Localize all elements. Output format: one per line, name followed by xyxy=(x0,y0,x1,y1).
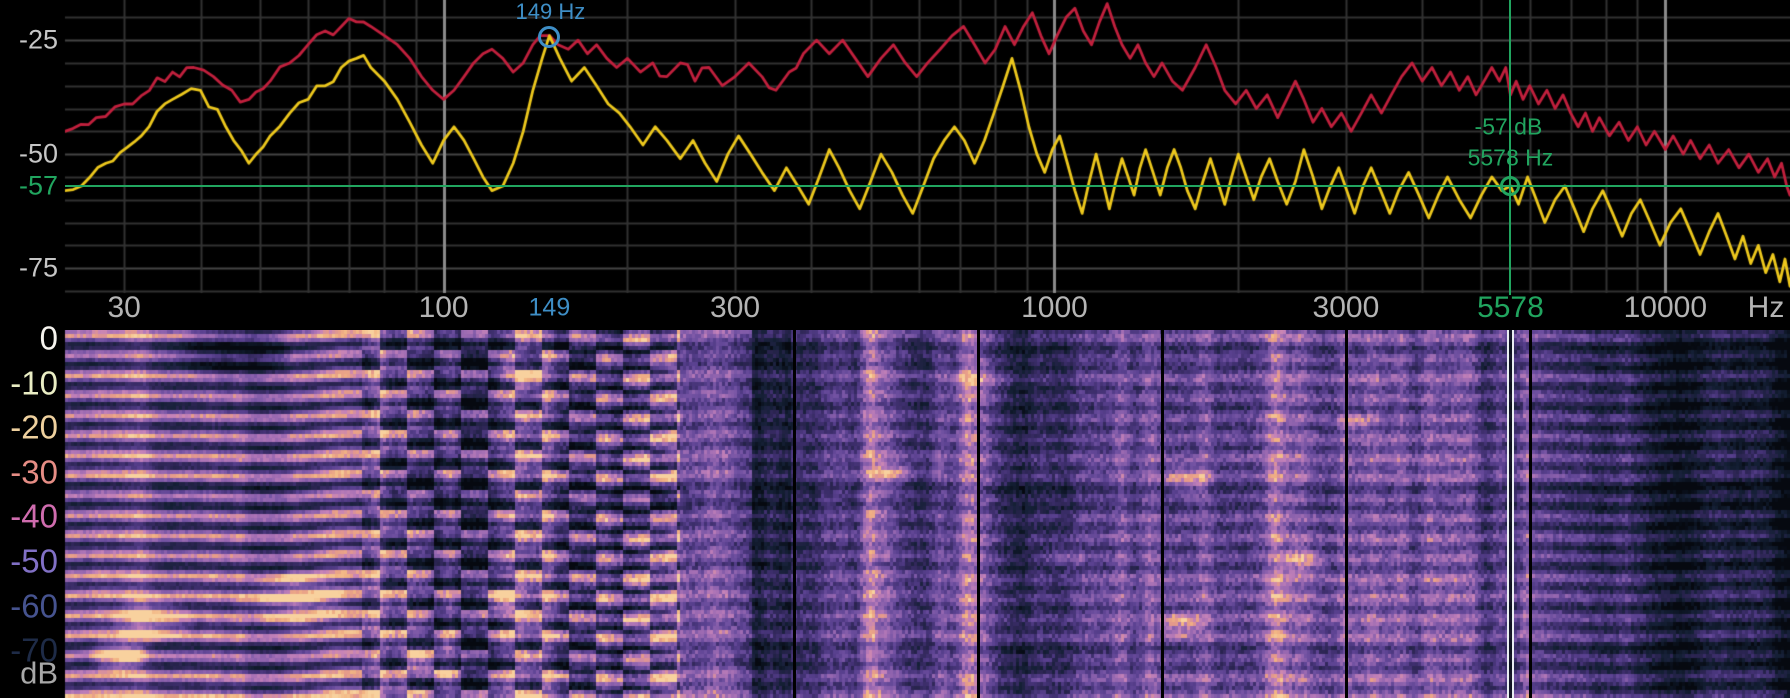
db-axis-label: -25 xyxy=(18,24,58,55)
spectrogram-scale-label: -30 xyxy=(10,453,58,491)
freq-axis-label: 5578 xyxy=(1477,291,1544,324)
fft-seam xyxy=(1161,330,1164,698)
crosshair-horizontal-line[interactable] xyxy=(65,185,1790,188)
spectrogram-scale-unit: dB xyxy=(20,655,58,691)
spectrum-panel: 149 Hz -57 dB 5578 Hz -25 -50 -57 -75 30 100… xyxy=(0,0,1790,330)
spectrogram-scale-label: -70 xyxy=(10,631,58,669)
peak-marker-circle[interactable] xyxy=(538,25,561,48)
fft-seam xyxy=(793,330,796,698)
spectrogram-scale-label: 0 xyxy=(39,319,58,357)
peak-marker-label: 149 Hz xyxy=(515,0,586,24)
db-axis-label: -75 xyxy=(18,252,58,283)
freq-axis-label: 100 xyxy=(418,291,469,324)
freq-axis-label: 3000 xyxy=(1312,291,1380,324)
fft-seam xyxy=(977,330,980,698)
spectrogram-scale-label: -50 xyxy=(10,542,58,580)
freq-axis-unit: Hz xyxy=(1747,291,1785,324)
fft-seam xyxy=(1345,330,1348,698)
crosshair-circle[interactable] xyxy=(1500,176,1521,197)
spectrogram-panel: 0 -10 -20 -30 -40 -50 -60 -70 dB xyxy=(0,322,1790,698)
freq-axis-label: 10000 xyxy=(1623,291,1708,324)
spectrogram-scale-label: -10 xyxy=(10,364,58,402)
db-axis-label: -57 xyxy=(18,170,58,201)
crosshair-vertical-line[interactable] xyxy=(1509,0,1512,295)
db-axis-label: -50 xyxy=(18,138,58,169)
freq-axis-label: 30 xyxy=(107,291,141,324)
crosshair-freq-label: 5578 Hz xyxy=(1467,144,1554,171)
freq-axis-label: 1000 xyxy=(1021,291,1088,324)
spectrogram-plot[interactable] xyxy=(0,330,1790,698)
spectrogram-cursor-line[interactable] xyxy=(1507,330,1514,698)
freq-axis-label: 149 xyxy=(528,293,571,322)
spectrogram-scale-label: -20 xyxy=(10,408,58,446)
crosshair-db-label: -57 dB xyxy=(1474,113,1543,140)
fft-seam xyxy=(1529,330,1532,698)
spectrogram-scale-label: -40 xyxy=(10,497,58,535)
freq-axis-label: 300 xyxy=(710,291,761,324)
spectrum-plot[interactable] xyxy=(0,0,1790,330)
spectrogram-scale-label: -60 xyxy=(10,587,58,625)
